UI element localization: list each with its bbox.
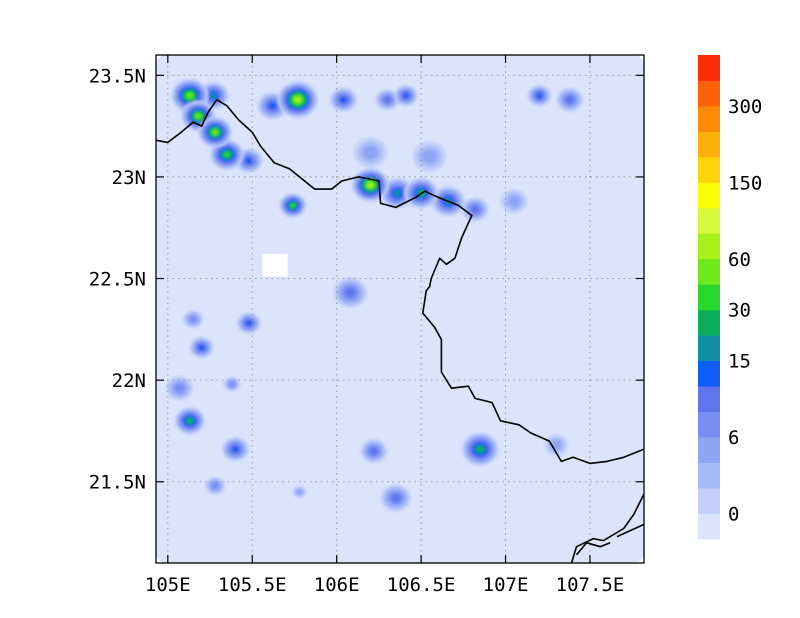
precip-blob-23-level-7: [210, 92, 217, 99]
colorbar-box-4: [698, 411, 720, 438]
colorbar-label-1: 6: [728, 427, 739, 449]
precip-blob-6-level-4: [174, 384, 185, 393]
x-tick-label-2: 106E: [314, 574, 360, 596]
map-axes: 105E 105.5E 106E 106.5E 107E 107.5E 21.5N 22N 22…: [89, 54, 645, 596]
precip-blob-12-level-5: [345, 288, 356, 298]
y-tick-label-1: 22N: [112, 370, 146, 392]
precip-contours: [166, 78, 584, 512]
colorbar-box-2: [698, 462, 720, 489]
colorbar-label-0: 0: [728, 504, 739, 526]
colorbar-box-11: [698, 233, 720, 260]
precip-blob-10-level-5: [383, 96, 391, 103]
colorbar-box-10: [698, 258, 720, 285]
precip-blob-11-level-5: [565, 96, 574, 104]
colorbar-box-13: [698, 182, 720, 209]
y-tick-label-4: 23.5N: [89, 65, 146, 87]
country-border-1: [568, 493, 644, 563]
colorbar-box-1: [698, 488, 720, 514]
precip-blob-34-level-11: [295, 97, 301, 103]
x-tick-label-3: 106.5E: [387, 574, 456, 596]
colorbar-box-14: [698, 156, 720, 183]
precip-blob-9-level-5: [471, 205, 479, 213]
y-tick-label-3: 23N: [112, 167, 146, 189]
precip-blob-2-level-3: [362, 145, 378, 160]
precip-blob-14-level-5: [391, 494, 401, 502]
x-tick-label-5: 107.5E: [556, 574, 625, 596]
no-data-patch-0: [262, 254, 288, 277]
precip-blob-15-level-6: [245, 157, 253, 164]
colorbar-box-8: [698, 309, 720, 336]
precip-blob-32-level-10: [195, 113, 201, 119]
precip-blob-5-level-4: [189, 316, 197, 323]
precip-blob-16-level-6: [268, 102, 277, 110]
colorbar-box-3: [698, 437, 720, 463]
country-border-0: [156, 98, 644, 465]
precip-blob-18-level-6: [403, 93, 409, 99]
precip-blob-7-level-4: [211, 482, 219, 489]
x-tick-label-0: 105E: [145, 574, 191, 596]
colorbar-label-2: 15: [728, 351, 751, 373]
plot-frame: [155, 54, 645, 564]
colorbar-box-9: [698, 284, 720, 311]
colorbar-box-7: [698, 335, 720, 362]
colorbar-box-0: [698, 513, 720, 540]
precip-blob-8-level-4: [229, 381, 235, 387]
precip-blob-35-level-11: [367, 182, 373, 188]
country-border-2: [575, 541, 611, 556]
colorbar-label-4: 60: [728, 249, 751, 271]
precip-blob-31-level-10: [187, 93, 193, 99]
colorbar-box-6: [698, 360, 720, 387]
colorbar-label-5: 150: [728, 172, 762, 194]
x-tick-label-4: 107E: [483, 574, 529, 596]
precip-blob-33-level-10: [212, 129, 218, 135]
precip-blob-3-level-3: [422, 149, 438, 164]
precip-blob-13-level-5: [369, 447, 378, 455]
colorbar-box-5: [698, 386, 720, 413]
precip-blob-21-level-6: [198, 345, 205, 351]
map-plot-area: [156, 55, 644, 563]
precip-blob-27-level-8: [187, 418, 193, 424]
colorbar-label-6: 300: [728, 96, 762, 118]
colorbar-box-16: [698, 105, 720, 132]
precip-blob-30-level-9: [290, 203, 296, 208]
precip-blob-19-level-6: [536, 93, 543, 99]
precip-blob-4-level-3: [296, 489, 303, 495]
y-tick-label-0: 21.5N: [89, 472, 146, 494]
colorbar-box-17: [698, 80, 720, 107]
precip-blob-0-level-3: [508, 195, 520, 207]
country-border-3: [616, 523, 644, 538]
precip-blob-22-level-6: [232, 446, 239, 453]
map-background: [156, 55, 644, 563]
colorbar-box-12: [698, 207, 720, 234]
precip-blob-24-level-7: [393, 190, 402, 197]
precip-blob-28-level-8: [476, 446, 484, 453]
precip-blob-29-level-9: [224, 152, 230, 158]
x-tick-label-1: 105.5E: [218, 574, 287, 596]
precip-blob-20-level-6: [246, 320, 252, 326]
colorbar-box-15: [698, 131, 720, 158]
plot-clipped-group: [156, 55, 644, 563]
colorbar-label-3: 30: [728, 300, 751, 322]
colorbar: 0 6 15 30 60 150 300: [698, 55, 762, 540]
y-tick-label-2: 22.5N: [89, 269, 146, 291]
colorbar-box-18: [698, 55, 720, 81]
precip-blob-17-level-6: [340, 96, 347, 103]
